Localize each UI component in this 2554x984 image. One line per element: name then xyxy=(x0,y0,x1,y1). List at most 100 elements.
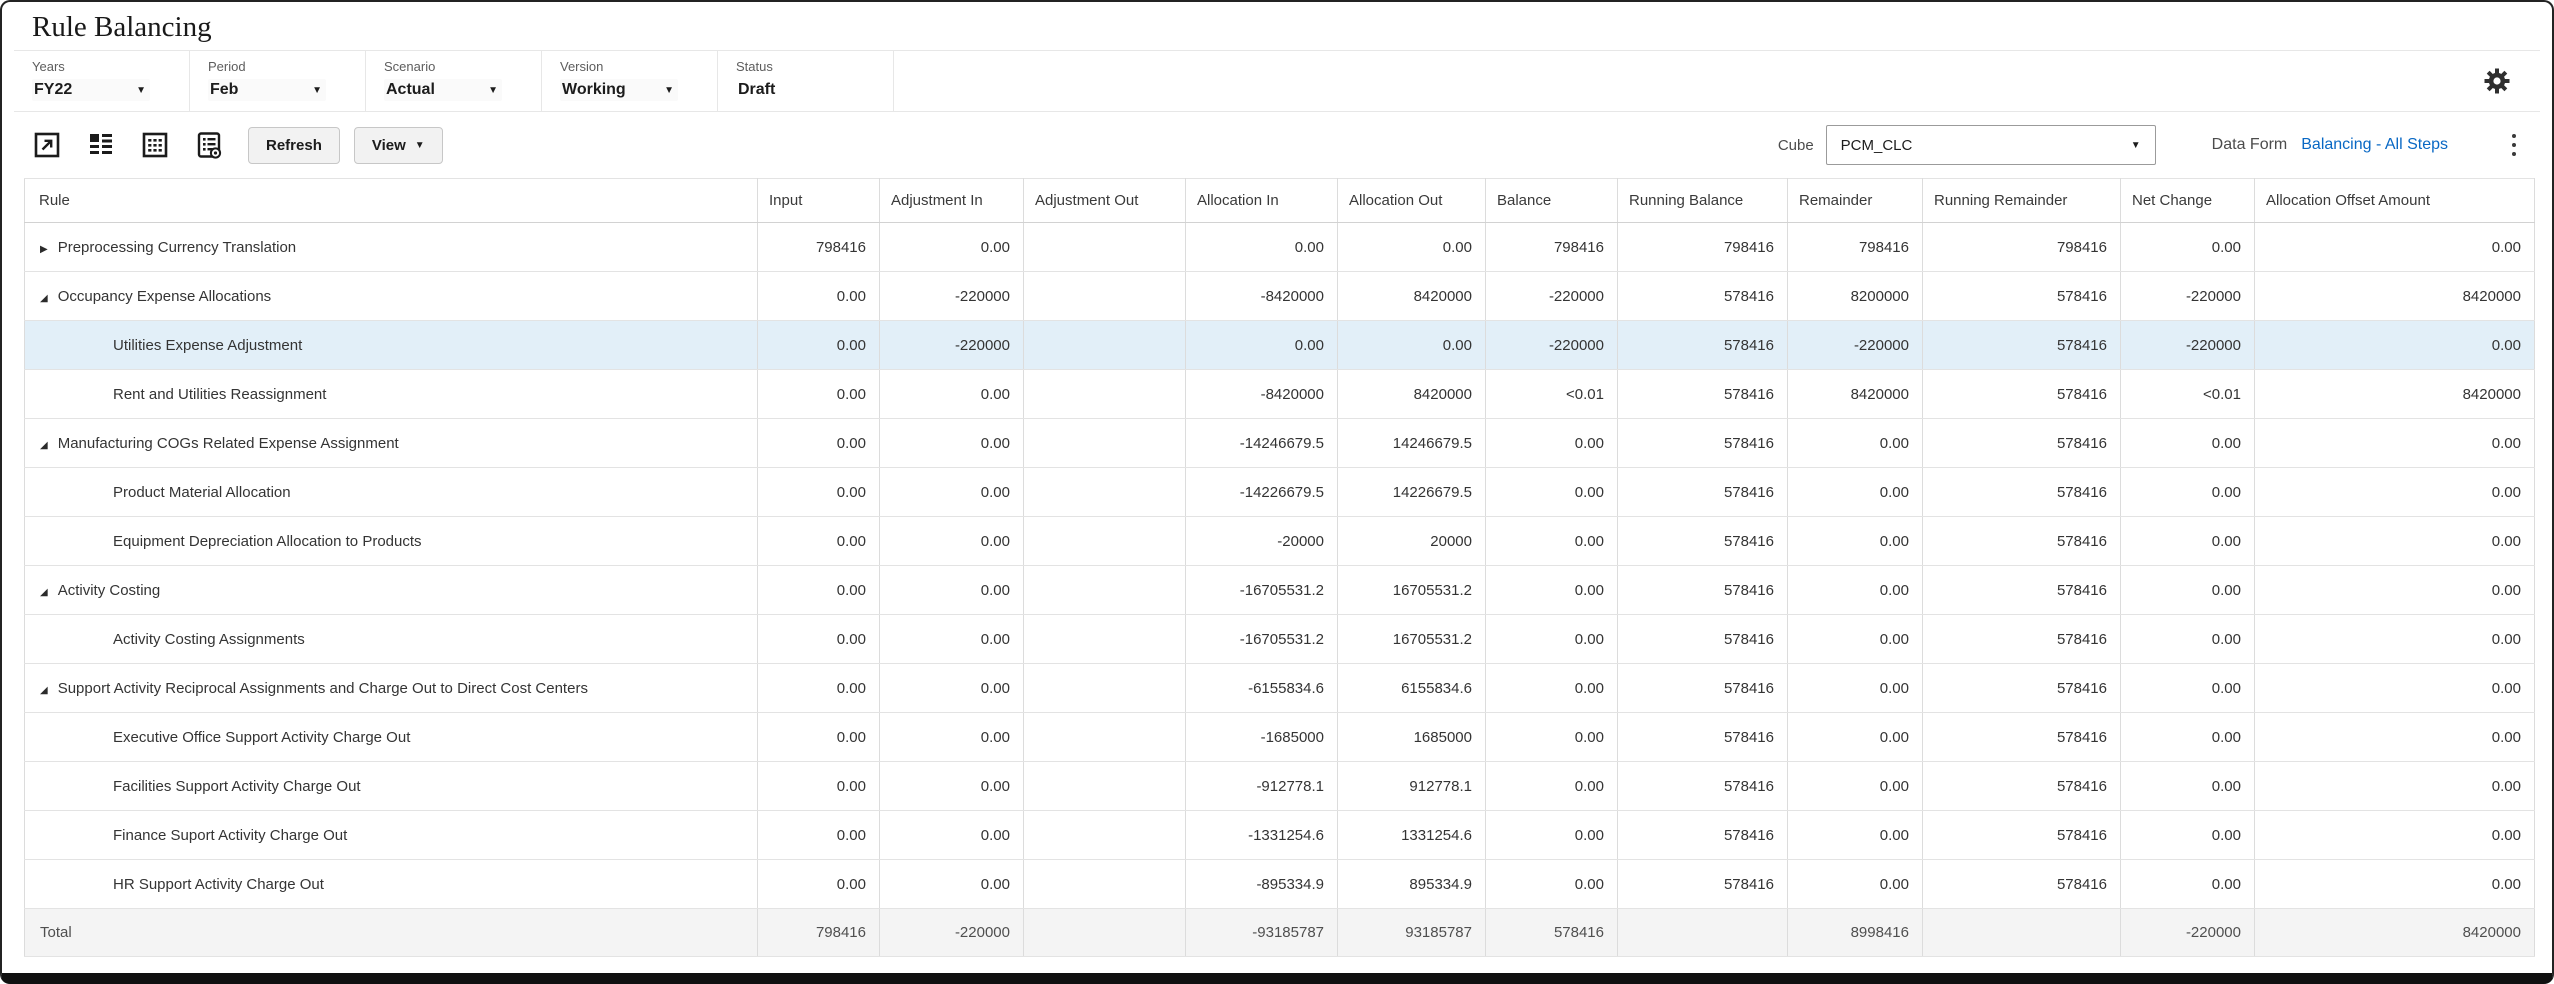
value-cell[interactable]: 578416 xyxy=(1922,271,2121,321)
column-header[interactable]: Remainder xyxy=(1787,178,1923,223)
collapse-icon[interactable]: ◢ xyxy=(40,586,48,598)
value-cell[interactable]: 0.00 xyxy=(879,467,1024,517)
value-cell[interactable]: 0.00 xyxy=(2120,761,2255,811)
value-cell[interactable]: 578416 xyxy=(1922,761,2121,811)
value-cell[interactable]: 0.00 xyxy=(879,418,1024,468)
value-cell[interactable] xyxy=(1023,565,1186,615)
value-cell[interactable]: 0.00 xyxy=(757,467,880,517)
value-cell[interactable]: 0.00 xyxy=(879,859,1024,909)
value-cell[interactable]: 0.00 xyxy=(1787,761,1923,811)
kebab-menu-icon[interactable] xyxy=(2506,130,2522,161)
value-cell[interactable]: -8420000 xyxy=(1185,369,1338,419)
value-cell[interactable] xyxy=(1023,712,1186,762)
chevron-down-icon[interactable]: ▼ xyxy=(136,84,146,96)
value-cell[interactable]: 0.00 xyxy=(757,614,880,664)
value-cell[interactable]: 578416 xyxy=(1617,565,1788,615)
value-cell[interactable]: 895334.9 xyxy=(1337,859,1486,909)
value-cell[interactable]: -220000 xyxy=(1485,320,1618,370)
value-cell[interactable]: 798416 xyxy=(1787,222,1923,272)
chevron-down-icon[interactable]: ▼ xyxy=(488,84,498,96)
pov-value[interactable]: FY22 xyxy=(34,81,73,98)
value-cell[interactable]: -14246679.5 xyxy=(1185,418,1338,468)
value-cell[interactable]: -220000 xyxy=(1485,271,1618,321)
cube-select[interactable]: PCM_CLC ▼ xyxy=(1825,125,2156,165)
value-cell[interactable]: 0.00 xyxy=(879,663,1024,713)
column-header[interactable]: Allocation Offset Amount xyxy=(2254,178,2535,223)
collapse-icon[interactable]: ◢ xyxy=(40,684,48,696)
value-cell[interactable]: 578416 xyxy=(1922,663,2121,713)
value-cell[interactable]: -16705531.2 xyxy=(1185,614,1338,664)
value-cell[interactable]: 8420000 xyxy=(1337,369,1486,419)
value-cell[interactable]: 1331254.6 xyxy=(1337,810,1486,860)
value-cell[interactable] xyxy=(1023,810,1186,860)
value-cell[interactable]: -895334.9 xyxy=(1185,859,1338,909)
value-cell[interactable]: 578416 xyxy=(1617,810,1788,860)
value-cell[interactable] xyxy=(1023,222,1186,272)
value-cell[interactable]: 578416 xyxy=(1922,565,2121,615)
value-cell[interactable]: 0.00 xyxy=(1787,859,1923,909)
value-cell[interactable]: 578416 xyxy=(1617,859,1788,909)
value-cell[interactable]: 798416 xyxy=(1485,222,1618,272)
value-cell[interactable]: 0.00 xyxy=(1787,565,1923,615)
value-cell[interactable]: 0.00 xyxy=(2254,859,2535,909)
value-cell[interactable]: 0.00 xyxy=(2254,712,2535,762)
value-cell[interactable]: 0.00 xyxy=(1485,859,1618,909)
value-cell[interactable]: 0.00 xyxy=(879,810,1024,860)
column-header[interactable]: Allocation Out xyxy=(1337,178,1486,223)
value-cell[interactable]: -1331254.6 xyxy=(1185,810,1338,860)
chevron-down-icon[interactable]: ▼ xyxy=(664,84,674,96)
value-cell[interactable]: 798416 xyxy=(1617,222,1788,272)
value-cell[interactable]: 0.00 xyxy=(2254,467,2535,517)
value-cell[interactable]: 578416 xyxy=(1922,320,2121,370)
value-cell[interactable]: 0.00 xyxy=(2254,320,2535,370)
value-cell[interactable] xyxy=(1023,418,1186,468)
value-cell[interactable]: 0.00 xyxy=(2254,418,2535,468)
value-cell[interactable]: 578416 xyxy=(1617,761,1788,811)
value-cell[interactable]: -220000 xyxy=(879,271,1024,321)
value-cell[interactable]: -220000 xyxy=(2120,271,2255,321)
value-cell[interactable]: 0.00 xyxy=(2120,467,2255,517)
value-cell[interactable]: 0.00 xyxy=(879,369,1024,419)
value-cell[interactable]: 8420000 xyxy=(2254,271,2535,321)
column-header[interactable]: Input xyxy=(757,178,880,223)
value-cell[interactable]: 20000 xyxy=(1337,516,1486,566)
list-view-icon[interactable] xyxy=(86,130,116,160)
value-cell[interactable] xyxy=(1023,271,1186,321)
value-cell[interactable]: -6155834.6 xyxy=(1185,663,1338,713)
collapse-icon[interactable]: ◢ xyxy=(40,292,48,304)
value-cell[interactable]: 0.00 xyxy=(1787,663,1923,713)
value-cell[interactable] xyxy=(1023,663,1186,713)
value-cell[interactable]: 0.00 xyxy=(1337,320,1486,370)
value-cell[interactable]: 0.00 xyxy=(757,663,880,713)
value-cell[interactable]: 578416 xyxy=(1617,271,1788,321)
value-cell[interactable] xyxy=(1023,467,1186,517)
expand-icon[interactable]: ▶ xyxy=(40,243,48,255)
value-cell[interactable]: 0.00 xyxy=(1485,712,1618,762)
value-cell[interactable]: 578416 xyxy=(1617,663,1788,713)
value-cell[interactable]: 0.00 xyxy=(1485,516,1618,566)
value-cell[interactable]: 8420000 xyxy=(2254,369,2535,419)
value-cell[interactable]: <0.01 xyxy=(1485,369,1618,419)
value-cell[interactable]: 578416 xyxy=(1617,712,1788,762)
value-cell[interactable]: 0.00 xyxy=(2254,810,2535,860)
value-cell[interactable]: 0.00 xyxy=(757,761,880,811)
value-cell[interactable]: 0.00 xyxy=(1485,663,1618,713)
pov-item-scenario[interactable]: Scenario Actual ▼ xyxy=(366,51,542,111)
value-cell[interactable]: 0.00 xyxy=(757,516,880,566)
value-cell[interactable]: -8420000 xyxy=(1185,271,1338,321)
value-cell[interactable]: 0.00 xyxy=(1787,467,1923,517)
value-cell[interactable]: 0.00 xyxy=(1787,712,1923,762)
chevron-down-icon[interactable]: ▼ xyxy=(312,84,322,96)
value-cell[interactable]: 8200000 xyxy=(1787,271,1923,321)
value-cell[interactable]: 0.00 xyxy=(879,761,1024,811)
value-cell[interactable]: 0.00 xyxy=(757,859,880,909)
value-cell[interactable]: -220000 xyxy=(1787,320,1923,370)
value-cell[interactable] xyxy=(1023,516,1186,566)
value-cell[interactable]: 0.00 xyxy=(757,369,880,419)
value-cell[interactable]: 0.00 xyxy=(879,565,1024,615)
value-cell[interactable]: 0.00 xyxy=(1485,467,1618,517)
value-cell[interactable]: 912778.1 xyxy=(1337,761,1486,811)
column-header[interactable]: Allocation In xyxy=(1185,178,1338,223)
drill-icon[interactable] xyxy=(32,130,62,160)
value-cell[interactable]: 0.00 xyxy=(2254,614,2535,664)
